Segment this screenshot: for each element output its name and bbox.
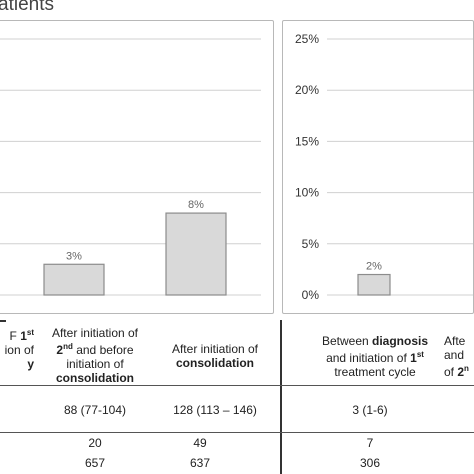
cell-total-col1: 657 <box>84 456 106 470</box>
header-col0-line1: F 1st <box>9 328 34 343</box>
header-col1-line3: initiation of <box>66 357 124 371</box>
header-col2-line1: After initiation of <box>171 342 259 356</box>
table-separator-middle <box>280 320 282 474</box>
header-col1-line1: After initiation of <box>51 326 139 340</box>
table-separator-left <box>0 320 6 322</box>
cell-total-col2: 637 <box>189 456 211 470</box>
left-chart-bar <box>43 263 105 296</box>
header-col1-line4: consolidation <box>56 371 134 385</box>
table-rule-top <box>0 385 474 386</box>
table-header-col0: F 1st ion of y <box>0 326 34 371</box>
left-chart-data-label: 3% <box>66 250 82 262</box>
right-chart-ytick-label: 20% <box>295 83 319 97</box>
cell-count-col3: 7 <box>366 436 374 450</box>
left-chart-bar <box>165 212 227 296</box>
left-bar-chart: 3% 8% <box>0 38 261 296</box>
table-header-col2: After initiation of consolidation <box>150 342 280 370</box>
figure-title: atients <box>0 0 54 15</box>
table-rule-bottom <box>0 432 474 433</box>
table-header-col4: Afte and of 2n <box>444 334 474 379</box>
cell-total-col3: 306 <box>359 456 381 470</box>
header-col3-line3: treatment cycle <box>334 365 416 379</box>
left-chart-panel: 3% 8% <box>0 20 274 314</box>
header-col0-line3: y <box>27 357 34 371</box>
header-col0-line2: ion of <box>4 343 34 357</box>
header-col3-line1: Between diagnosis <box>321 334 429 348</box>
right-chart-ytick-label: 5% <box>302 237 320 251</box>
right-chart-data-label: 2% <box>366 261 382 273</box>
cell-median-col3: 3 (1-6) <box>352 403 388 417</box>
header-col4-line1: Afte <box>444 334 466 348</box>
right-chart-ytick-label: 25% <box>295 32 319 46</box>
header-col2-line2: consolidation <box>176 356 254 370</box>
right-chart-ytick-label: 15% <box>295 134 319 148</box>
header-col1-line2: 2nd and before <box>56 342 134 357</box>
cell-count-col2: 49 <box>193 436 207 450</box>
right-chart-ytick-label: 0% <box>302 288 320 302</box>
header-col3-line2: and initiation of 1st <box>326 350 424 365</box>
table-header-col3: Between diagnosis and initiation of 1st … <box>310 334 440 379</box>
table-header-col1: After initiation of 2nd and before initi… <box>30 326 160 385</box>
right-chart-ytick-label: 10% <box>295 186 319 200</box>
right-bar-chart: 0% 5% 10% 15% 20% 25% 2% <box>295 32 474 302</box>
cell-median-col1: 88 (77-104) <box>63 403 127 417</box>
header-col4-line3: of 2n <box>444 364 469 379</box>
cell-count-col1: 20 <box>88 436 102 450</box>
right-chart-panel: 0% 5% 10% 15% 20% 25% 2% <box>282 20 474 314</box>
header-col4-line2: and <box>444 348 465 362</box>
right-chart-bar <box>357 273 391 296</box>
cell-median-col2: 128 (113 – 146) <box>173 403 257 417</box>
left-chart-data-label: 8% <box>188 199 204 211</box>
